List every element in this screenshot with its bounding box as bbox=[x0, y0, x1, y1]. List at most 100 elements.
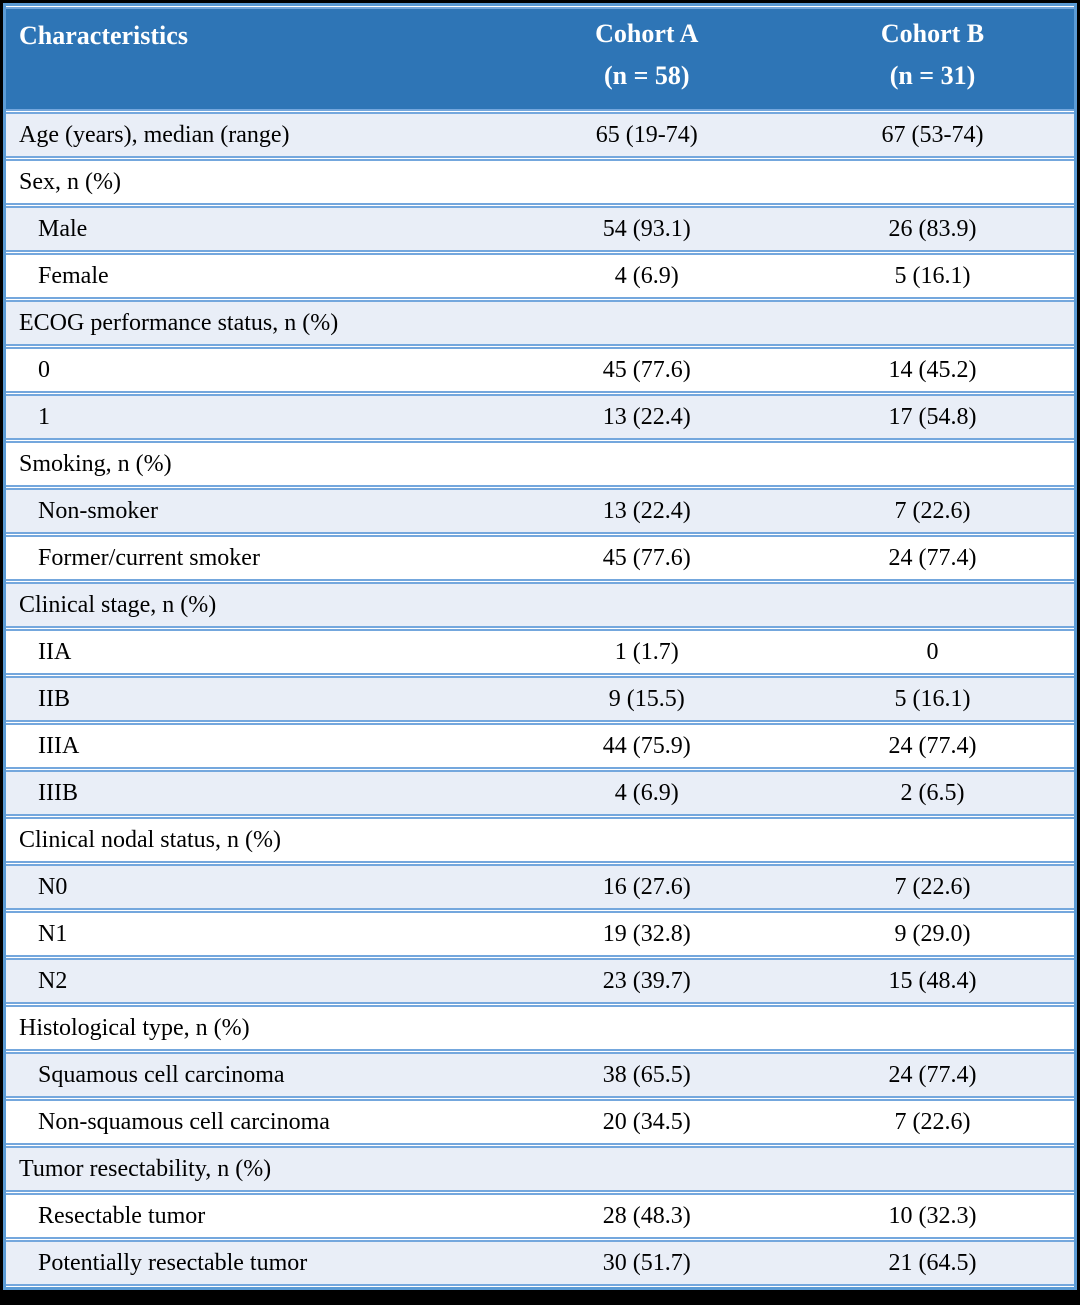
row-label-cell: Potentially resectable tumor bbox=[6, 1240, 503, 1286]
cohort-b-value-cell: 26 (83.9) bbox=[790, 206, 1074, 252]
table-row: IIIA 44 (75.9) 24 (77.4) bbox=[6, 723, 1074, 769]
row-label-cell: Former/current smoker bbox=[6, 535, 503, 581]
row-label-cell: N1 bbox=[6, 911, 503, 957]
column-header-cohort-b: Cohort B (n = 31) bbox=[790, 7, 1074, 111]
cohort-b-value-cell: 17 (54.8) bbox=[790, 394, 1074, 440]
cohort-a-value-cell bbox=[502, 300, 791, 346]
cohort-b-name: Cohort B bbox=[880, 19, 985, 48]
cohort-a-value-cell: 4 (6.9) bbox=[502, 770, 791, 816]
row-label-cell: Age (years), median (range) bbox=[6, 112, 503, 158]
cohort-b-value-cell bbox=[790, 1005, 1074, 1051]
cohort-b-value-cell: 67 (53-74) bbox=[790, 112, 1074, 158]
table-header: Characteristics Cohort A (n = 58) Cohort… bbox=[6, 7, 1074, 111]
column-header-characteristics: Characteristics bbox=[6, 7, 503, 111]
cohort-a-value-cell: 9 (15.5) bbox=[502, 676, 791, 722]
cohort-b-value-cell bbox=[790, 817, 1074, 863]
characteristics-table: Characteristics Cohort A (n = 58) Cohort… bbox=[3, 3, 1077, 1290]
cohort-b-value-cell: 5 (16.1) bbox=[790, 253, 1074, 299]
table-row: ECOG performance status, n (%) bbox=[6, 300, 1074, 346]
table-row: 1 13 (22.4) 17 (54.8) bbox=[6, 394, 1074, 440]
row-label-cell: Squamous cell carcinoma bbox=[6, 1052, 503, 1098]
cohort-a-value-cell: 45 (77.6) bbox=[502, 535, 791, 581]
table-row: 0 45 (77.6) 14 (45.2) bbox=[6, 347, 1074, 393]
cohort-a-name: Cohort A bbox=[595, 19, 699, 48]
table-row: Non-smoker 13 (22.4) 7 (22.6) bbox=[6, 488, 1074, 534]
table-row: Former/current smoker 45 (77.6) 24 (77.4… bbox=[6, 535, 1074, 581]
cohort-a-value-cell bbox=[502, 159, 791, 205]
cohort-a-value-cell: 65 (19-74) bbox=[502, 112, 791, 158]
table-body: Age (years), median (range) 65 (19-74) 6… bbox=[6, 112, 1074, 1286]
cohort-a-value-cell bbox=[502, 1005, 791, 1051]
table-row: Squamous cell carcinoma 38 (65.5) 24 (77… bbox=[6, 1052, 1074, 1098]
cohort-b-value-cell bbox=[790, 1146, 1074, 1192]
table-row: Non-squamous cell carcinoma 20 (34.5) 7 … bbox=[6, 1099, 1074, 1145]
cohort-a-value-cell: 28 (48.3) bbox=[502, 1193, 791, 1239]
cohort-a-value-cell: 20 (34.5) bbox=[502, 1099, 791, 1145]
table-row: N2 23 (39.7) 15 (48.4) bbox=[6, 958, 1074, 1004]
cohort-b-sample-size: (n = 31) bbox=[889, 61, 976, 90]
cohort-b-value-cell: 24 (77.4) bbox=[790, 535, 1074, 581]
cohort-b-value-cell bbox=[790, 441, 1074, 487]
cohort-b-value-cell: 2 (6.5) bbox=[790, 770, 1074, 816]
cohort-a-value-cell: 13 (22.4) bbox=[502, 488, 791, 534]
table-row: N1 19 (32.8) 9 (29.0) bbox=[6, 911, 1074, 957]
cohort-a-sample-size: (n = 58) bbox=[603, 61, 690, 90]
cohort-a-value-cell: 23 (39.7) bbox=[502, 958, 791, 1004]
cohort-a-value-cell: 4 (6.9) bbox=[502, 253, 791, 299]
row-label-cell: 0 bbox=[6, 347, 503, 393]
row-label-cell: Smoking, n (%) bbox=[6, 441, 503, 487]
header-row: Characteristics Cohort A (n = 58) Cohort… bbox=[6, 7, 1074, 111]
cohort-a-value-cell: 38 (65.5) bbox=[502, 1052, 791, 1098]
row-label-cell: Non-smoker bbox=[6, 488, 503, 534]
cohort-a-value-cell bbox=[502, 817, 791, 863]
table-row: Tumor resectability, n (%) bbox=[6, 1146, 1074, 1192]
table-row: Clinical stage, n (%) bbox=[6, 582, 1074, 628]
row-label-cell: Female bbox=[6, 253, 503, 299]
cohort-b-value-cell: 21 (64.5) bbox=[790, 1240, 1074, 1286]
cohort-b-value-cell: 24 (77.4) bbox=[790, 1052, 1074, 1098]
cohort-a-value-cell bbox=[502, 582, 791, 628]
cohort-a-value-cell: 19 (32.8) bbox=[502, 911, 791, 957]
cohort-b-value-cell: 14 (45.2) bbox=[790, 347, 1074, 393]
row-label-cell: IIB bbox=[6, 676, 503, 722]
table-row: Resectable tumor 28 (48.3) 10 (32.3) bbox=[6, 1193, 1074, 1239]
row-label-cell: N0 bbox=[6, 864, 503, 910]
cohort-a-value-cell: 1 (1.7) bbox=[502, 629, 791, 675]
table-row: Potentially resectable tumor 30 (51.7) 2… bbox=[6, 1240, 1074, 1286]
table-row: Clinical nodal status, n (%) bbox=[6, 817, 1074, 863]
cohort-b-value-cell bbox=[790, 159, 1074, 205]
cohort-b-value-cell bbox=[790, 582, 1074, 628]
table-row: IIIB 4 (6.9) 2 (6.5) bbox=[6, 770, 1074, 816]
table-row: IIB 9 (15.5) 5 (16.1) bbox=[6, 676, 1074, 722]
cohort-a-value-cell: 44 (75.9) bbox=[502, 723, 791, 769]
row-label-cell: Male bbox=[6, 206, 503, 252]
row-label-cell: 1 bbox=[6, 394, 503, 440]
cohort-b-value-cell bbox=[790, 300, 1074, 346]
cohort-a-value-cell: 16 (27.6) bbox=[502, 864, 791, 910]
cohort-a-value-cell: 30 (51.7) bbox=[502, 1240, 791, 1286]
row-label-cell: N2 bbox=[6, 958, 503, 1004]
cohort-b-value-cell: 24 (77.4) bbox=[790, 723, 1074, 769]
row-label-cell: Clinical stage, n (%) bbox=[6, 582, 503, 628]
row-label-cell: Sex, n (%) bbox=[6, 159, 503, 205]
row-label-cell: Histological type, n (%) bbox=[6, 1005, 503, 1051]
row-label-cell: ECOG performance status, n (%) bbox=[6, 300, 503, 346]
column-header-cohort-a: Cohort A (n = 58) bbox=[502, 7, 791, 111]
cohort-b-value-cell: 5 (16.1) bbox=[790, 676, 1074, 722]
cohort-a-value-cell bbox=[502, 1146, 791, 1192]
table-row: Sex, n (%) bbox=[6, 159, 1074, 205]
row-label-cell: Resectable tumor bbox=[6, 1193, 503, 1239]
table-row: IIA 1 (1.7) 0 bbox=[6, 629, 1074, 675]
cohort-b-value-cell: 7 (22.6) bbox=[790, 864, 1074, 910]
cohort-b-value-cell: 9 (29.0) bbox=[790, 911, 1074, 957]
table-row: Smoking, n (%) bbox=[6, 441, 1074, 487]
table-row: Female 4 (6.9) 5 (16.1) bbox=[6, 253, 1074, 299]
cohort-b-value-cell: 15 (48.4) bbox=[790, 958, 1074, 1004]
row-label-cell: Non-squamous cell carcinoma bbox=[6, 1099, 503, 1145]
row-label-cell: IIIB bbox=[6, 770, 503, 816]
row-label-cell: IIIA bbox=[6, 723, 503, 769]
table-row: N0 16 (27.6) 7 (22.6) bbox=[6, 864, 1074, 910]
cohort-a-value-cell: 13 (22.4) bbox=[502, 394, 791, 440]
cohort-b-value-cell: 7 (22.6) bbox=[790, 488, 1074, 534]
